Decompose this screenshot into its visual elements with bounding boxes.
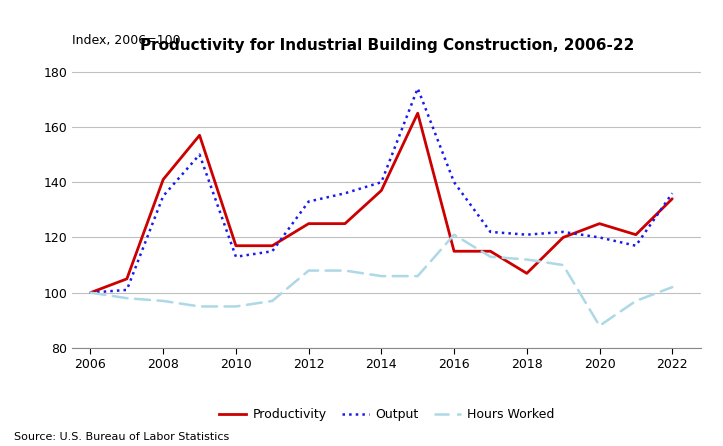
Hours Worked [486, 254, 495, 260]
Hours Worked [304, 268, 313, 273]
Hours Worked [414, 273, 422, 279]
Output [377, 180, 385, 185]
Output [231, 254, 240, 260]
Hours Worked [195, 304, 204, 309]
Productivity [122, 276, 131, 281]
Hours Worked [231, 304, 240, 309]
Text: Source: U.S. Bureau of Labor Statistics: Source: U.S. Bureau of Labor Statistics [14, 432, 230, 442]
Hours Worked [450, 232, 458, 237]
Hours Worked [631, 298, 640, 304]
Productivity [486, 248, 495, 254]
Output [523, 232, 531, 237]
Output [122, 287, 131, 293]
Output [341, 190, 349, 196]
Hours Worked [595, 323, 604, 328]
Line: Productivity: Productivity [90, 113, 672, 293]
Output [668, 190, 677, 196]
Hours Worked [159, 298, 168, 304]
Output [414, 86, 422, 91]
Productivity [159, 177, 168, 182]
Line: Hours Worked: Hours Worked [90, 235, 672, 326]
Text: Index, 2006=100: Index, 2006=100 [72, 34, 181, 47]
Output [450, 180, 458, 185]
Productivity [559, 235, 568, 240]
Output [595, 235, 604, 240]
Legend: Productivity, Output, Hours Worked: Productivity, Output, Hours Worked [214, 404, 560, 426]
Hours Worked [668, 285, 677, 290]
Hours Worked [377, 273, 385, 279]
Productivity [631, 232, 640, 237]
Productivity [268, 243, 277, 248]
Productivity [450, 248, 458, 254]
Hours Worked [559, 262, 568, 268]
Line: Output: Output [90, 88, 672, 293]
Output [195, 152, 204, 157]
Productivity [304, 221, 313, 226]
Productivity [341, 221, 349, 226]
Output [268, 248, 277, 254]
Hours Worked [86, 290, 95, 295]
Hours Worked [523, 257, 531, 262]
Hours Worked [122, 296, 131, 301]
Title: Productivity for Industrial Building Construction, 2006-22: Productivity for Industrial Building Con… [140, 37, 634, 53]
Productivity [86, 290, 95, 295]
Productivity [231, 243, 240, 248]
Productivity [377, 188, 385, 193]
Productivity [668, 196, 677, 202]
Hours Worked [341, 268, 349, 273]
Output [159, 194, 168, 199]
Productivity [595, 221, 604, 226]
Productivity [523, 271, 531, 276]
Productivity [414, 111, 422, 116]
Hours Worked [268, 298, 277, 304]
Output [559, 229, 568, 235]
Productivity [195, 132, 204, 138]
Output [486, 229, 495, 235]
Output [86, 290, 95, 295]
Output [304, 199, 313, 204]
Output [631, 243, 640, 248]
